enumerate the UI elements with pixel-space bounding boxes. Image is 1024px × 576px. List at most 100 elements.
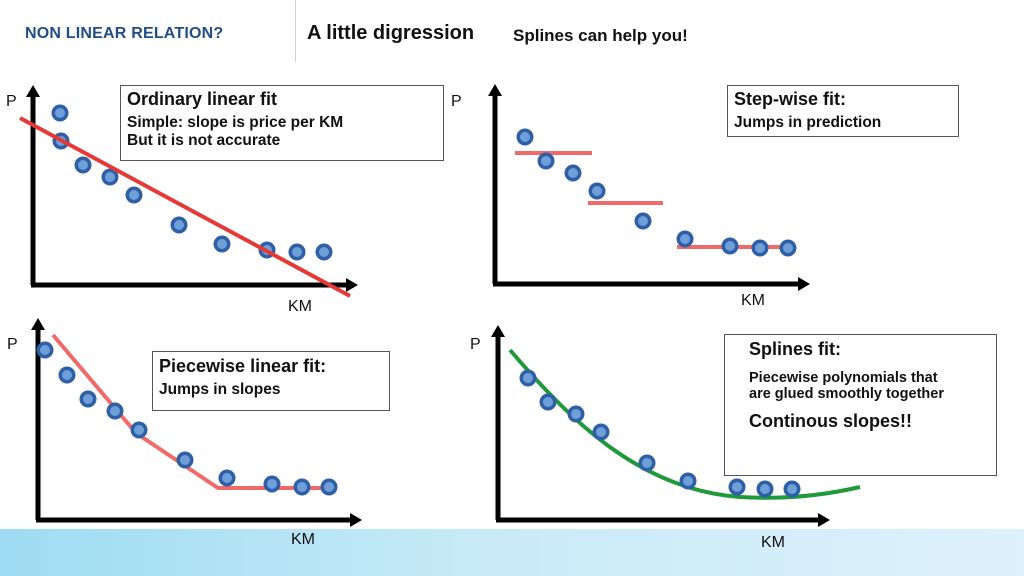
- data-point: [51, 104, 69, 122]
- data-point: [58, 366, 76, 384]
- data-point-inner: [105, 172, 115, 182]
- data-point-inner: [596, 427, 606, 437]
- y-axis-arrow: [31, 318, 45, 330]
- y-axis-label: P: [6, 93, 17, 110]
- note-line: Jumps in slopes: [159, 381, 281, 398]
- note-line: Jumps in prediction: [734, 114, 882, 131]
- note-title: Piecewise linear fit:: [159, 356, 327, 376]
- data-point: [728, 478, 746, 496]
- data-point-inner: [324, 482, 334, 492]
- note-line: Piecewise polynomials that: [749, 370, 938, 386]
- data-point: [539, 393, 557, 411]
- spline-fit-curve: [508, 348, 861, 500]
- panel-step-axes: [488, 84, 810, 291]
- data-point: [79, 390, 97, 408]
- slide-title: A little digression: [307, 22, 475, 44]
- data-point-inner: [642, 458, 652, 468]
- data-point-inner: [732, 482, 742, 492]
- panel-step-points: [516, 128, 797, 257]
- data-point-inner: [725, 241, 735, 251]
- y-axis-label: P: [451, 93, 462, 110]
- data-point: [783, 480, 801, 498]
- data-point-inner: [787, 484, 797, 494]
- data-point-inner: [40, 345, 50, 355]
- data-point: [176, 451, 194, 469]
- data-point-inner: [638, 216, 648, 226]
- y-axis-label: P: [7, 336, 18, 353]
- data-point: [315, 243, 333, 261]
- note-line: But it is not accurate: [127, 132, 281, 149]
- data-point-inner: [683, 476, 693, 486]
- data-point: [516, 128, 534, 146]
- panel-splines-axes: [491, 325, 830, 527]
- data-point: [567, 405, 585, 423]
- x-axis-label: KM: [291, 531, 315, 548]
- data-point: [638, 454, 656, 472]
- data-point-inner: [78, 160, 88, 170]
- data-point-inner: [783, 243, 793, 253]
- data-point-inner: [222, 473, 232, 483]
- note-title: Step-wise fit:: [734, 89, 847, 109]
- note-line: Simple: slope is price per KM: [127, 114, 344, 131]
- data-point: [263, 475, 281, 493]
- data-point-inner: [760, 484, 770, 494]
- data-point: [213, 235, 231, 253]
- note-title: Ordinary linear fit: [127, 89, 278, 109]
- linear-fit-note: Ordinary linear fit Simple: slope is pri…: [120, 85, 444, 161]
- y-axis-arrow: [488, 84, 502, 96]
- data-point-inner: [297, 482, 307, 492]
- data-point-inner: [129, 190, 139, 200]
- data-point-inner: [680, 234, 690, 244]
- x-axis-arrow: [350, 513, 362, 527]
- data-point-inner: [180, 455, 190, 465]
- data-point-inner: [83, 394, 93, 404]
- data-point: [170, 216, 188, 234]
- x-axis-arrow: [346, 278, 358, 292]
- y-axis-arrow: [491, 325, 505, 337]
- data-point-inner: [217, 239, 227, 249]
- step-fit-lines: [515, 151, 796, 249]
- note-title: Splines fit:: [749, 339, 842, 359]
- data-point-inner: [110, 406, 120, 416]
- data-point-inner: [543, 397, 553, 407]
- data-point-inner: [319, 247, 329, 257]
- data-point-inner: [292, 247, 302, 257]
- panel-piecewise-points: [36, 341, 338, 496]
- data-point-inner: [523, 373, 533, 383]
- data-point: [130, 421, 148, 439]
- data-point-inner: [62, 370, 72, 380]
- data-point: [519, 369, 537, 387]
- x-axis-label: KM: [761, 534, 785, 551]
- x-axis-label: KM: [288, 298, 312, 315]
- data-point: [293, 478, 311, 496]
- y-axis-arrow: [26, 85, 40, 97]
- data-point: [218, 469, 236, 487]
- header-divider: [295, 0, 296, 62]
- x-axis-label: KM: [741, 292, 765, 309]
- data-point: [564, 164, 582, 182]
- data-point: [634, 212, 652, 230]
- data-point: [676, 230, 694, 248]
- data-point: [106, 402, 124, 420]
- data-point-inner: [571, 409, 581, 419]
- data-point: [537, 152, 555, 170]
- y-axis-label: P: [470, 336, 481, 353]
- x-axis-arrow: [798, 277, 810, 291]
- data-point: [36, 341, 54, 359]
- data-point-inner: [568, 168, 578, 178]
- data-point: [320, 478, 338, 496]
- data-point: [679, 472, 697, 490]
- data-point: [588, 182, 606, 200]
- data-point: [74, 156, 92, 174]
- data-point: [779, 239, 797, 257]
- data-point-inner: [541, 156, 551, 166]
- piecewise-fit-note: Piecewise linear fit: Jumps in slopes: [152, 351, 390, 411]
- data-point: [721, 237, 739, 255]
- data-point: [756, 480, 774, 498]
- data-point-inner: [520, 132, 530, 142]
- panel-linear-points: [51, 104, 333, 261]
- data-point-inner: [592, 186, 602, 196]
- data-point: [592, 423, 610, 441]
- data-point: [288, 243, 306, 261]
